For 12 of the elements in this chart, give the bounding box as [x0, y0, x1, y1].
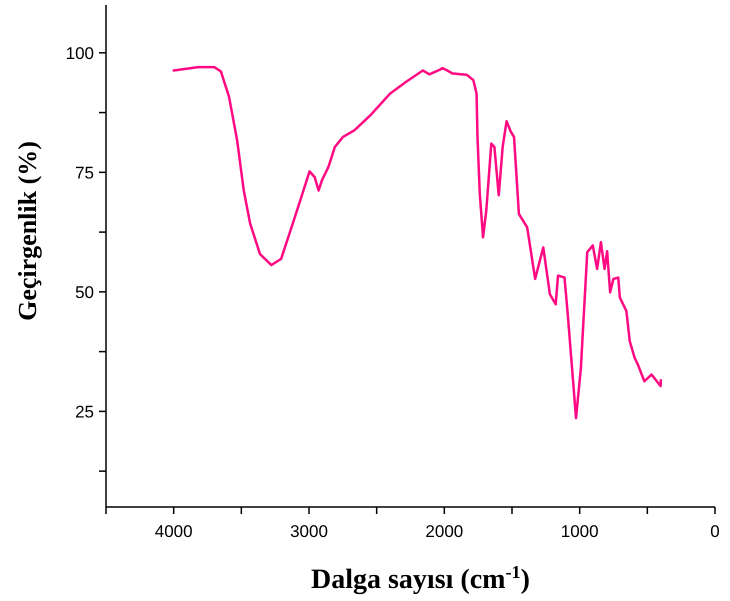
- y-tick-label: 100: [66, 44, 94, 63]
- x-axis-title: Dalga sayısı (cm$^{-1}$): [311, 562, 530, 595]
- x-tick-label: 0: [710, 522, 720, 541]
- x-tick-label: 1000: [560, 522, 599, 541]
- line-series: [172, 66, 662, 420]
- y-tick-label: 50: [75, 282, 94, 302]
- x-tick-label: 4000: [154, 522, 193, 541]
- y-axis-title: Geçirgenlik (%): [13, 141, 42, 321]
- x-tick-label: 3000: [290, 522, 328, 541]
- y-tick-label: 25: [75, 402, 94, 422]
- y-tick-label: 75: [75, 163, 94, 182]
- x-tick-label: 2000: [425, 522, 464, 541]
